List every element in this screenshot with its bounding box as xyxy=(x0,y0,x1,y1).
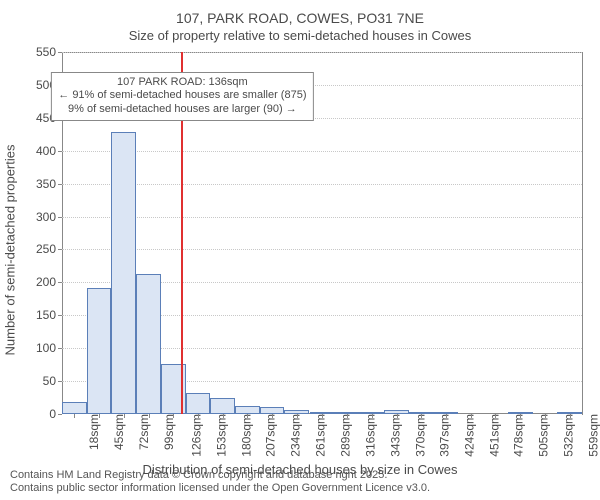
gridline xyxy=(62,249,582,250)
xtick-label: 505sqm xyxy=(533,414,551,457)
annotation-line: 107 PARK ROAD: 136sqm xyxy=(58,76,306,90)
xtick-mark xyxy=(173,414,174,418)
histogram-bar xyxy=(210,398,235,414)
xtick-label: 18sqm xyxy=(83,414,101,450)
ytick-label: 550 xyxy=(36,45,62,59)
xtick-label: 234sqm xyxy=(284,414,302,457)
xtick-label: 451sqm xyxy=(483,414,501,457)
annotation-line: 9% of semi-detached houses are larger (9… xyxy=(58,103,306,117)
annotation-line: ← 91% of semi-detached houses are smalle… xyxy=(58,89,306,103)
xtick-mark xyxy=(520,414,521,418)
ytick-label: 250 xyxy=(36,242,62,256)
gridline xyxy=(62,184,582,185)
xtick-mark xyxy=(322,414,323,418)
xtick-label: 99sqm xyxy=(158,414,176,450)
histogram-bar xyxy=(87,288,112,414)
footer-line-1: Contains HM Land Registry data © Crown c… xyxy=(10,469,430,483)
footer-line-2: Contains public sector information licen… xyxy=(10,482,430,496)
histogram-bar xyxy=(235,406,260,414)
title-sub: Size of property relative to semi-detach… xyxy=(0,28,600,43)
xtick-label: 180sqm xyxy=(235,414,253,457)
xtick-label: 316sqm xyxy=(360,414,378,457)
ytick-label: 150 xyxy=(36,308,62,322)
xtick-mark xyxy=(198,414,199,418)
y-axis-title: Number of semi-detached properties xyxy=(3,39,18,250)
histogram-bar xyxy=(260,407,285,414)
histogram-chart: 05010015020025030035040045050055018sqm45… xyxy=(62,52,582,414)
xtick-label: 261sqm xyxy=(309,414,327,457)
xtick-label: 559sqm xyxy=(582,414,600,457)
xtick-mark xyxy=(297,414,298,418)
xtick-label: 45sqm xyxy=(108,414,126,450)
xtick-label: 370sqm xyxy=(409,414,427,457)
xtick-label: 207sqm xyxy=(260,414,278,457)
gridline xyxy=(62,52,582,53)
ytick-label: 200 xyxy=(36,275,62,289)
xtick-mark xyxy=(372,414,373,418)
xtick-mark xyxy=(272,414,273,418)
histogram-bar xyxy=(62,402,87,414)
title-main: 107, PARK ROAD, COWES, PO31 7NE xyxy=(0,10,600,26)
xtick-mark xyxy=(223,414,224,418)
ytick-label: 0 xyxy=(49,407,62,421)
xtick-mark xyxy=(471,414,472,418)
histogram-bar xyxy=(111,132,136,414)
gridline xyxy=(62,217,582,218)
ytick-label: 400 xyxy=(36,144,62,158)
xtick-mark xyxy=(149,414,150,418)
xtick-mark xyxy=(247,414,248,418)
ytick-label: 300 xyxy=(36,210,62,224)
xtick-label: 424sqm xyxy=(458,414,476,457)
xtick-mark xyxy=(446,414,447,418)
xtick-label: 72sqm xyxy=(133,414,151,450)
xtick-label: 343sqm xyxy=(384,414,402,457)
xtick-mark xyxy=(99,414,100,418)
xtick-label: 126sqm xyxy=(186,414,204,457)
gridline xyxy=(62,151,582,152)
xtick-mark xyxy=(347,414,348,418)
xtick-mark xyxy=(570,414,571,418)
histogram-bar xyxy=(186,393,211,414)
xtick-mark xyxy=(421,414,422,418)
xtick-mark xyxy=(74,414,75,418)
xtick-mark xyxy=(495,414,496,418)
histogram-bar xyxy=(136,274,161,414)
annotation-box: 107 PARK ROAD: 136sqm← 91% of semi-detac… xyxy=(51,72,313,121)
ytick-label: 350 xyxy=(36,177,62,191)
xtick-label: 478sqm xyxy=(508,414,526,457)
xtick-mark xyxy=(124,414,125,418)
xtick-label: 153sqm xyxy=(210,414,228,457)
xtick-mark xyxy=(397,414,398,418)
ytick-label: 100 xyxy=(36,341,62,355)
ytick-label: 50 xyxy=(43,374,62,388)
xtick-label: 289sqm xyxy=(335,414,353,457)
xtick-mark xyxy=(545,414,546,418)
xtick-label: 532sqm xyxy=(557,414,575,457)
xtick-label: 397sqm xyxy=(434,414,452,457)
